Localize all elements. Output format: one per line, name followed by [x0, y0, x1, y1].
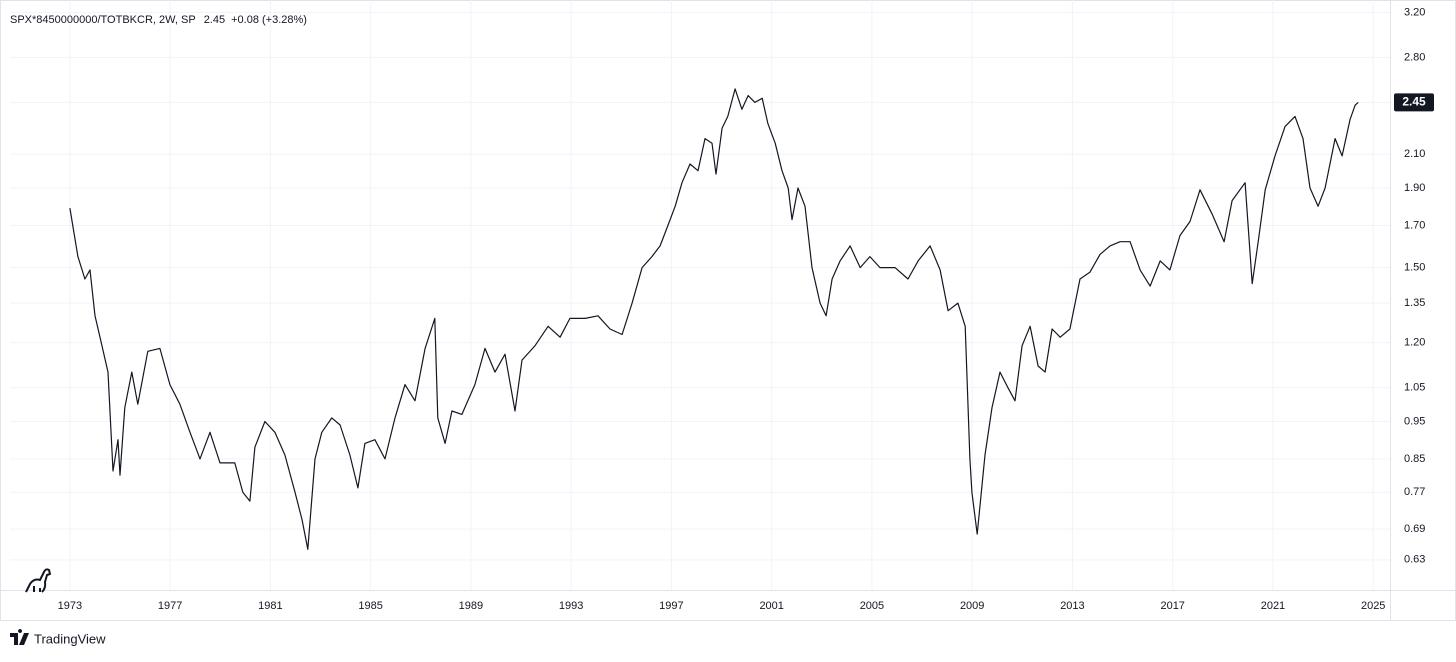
last-value: 2.45 — [204, 14, 225, 26]
x-tick-label: 1981 — [258, 600, 282, 612]
x-tick-label: 1977 — [158, 600, 182, 612]
legend: SPX*8450000000/TOTBKCR, 2W, SP 2.45 +0.08 … — [10, 14, 307, 26]
price-line — [69, 88, 1359, 550]
y-tick-label: 2.80 — [1404, 51, 1425, 63]
x-tick-label: 1989 — [459, 600, 483, 612]
x-tick-label: 2001 — [759, 600, 783, 612]
x-tick-label: 2021 — [1261, 600, 1285, 612]
x-tick-label: 2009 — [960, 600, 984, 612]
brand-mark — [10, 629, 29, 645]
x-tick-label: 2013 — [1060, 600, 1084, 612]
symbol: SPX*8450000000/TOTBKCR, 2W, SP — [10, 14, 196, 26]
grid — [10, 0, 1390, 590]
y-tick-label: 1.70 — [1404, 219, 1425, 231]
x-tick-label: 2025 — [1361, 600, 1385, 612]
x-tick-label: 1993 — [559, 600, 583, 612]
x-tick-label: 1985 — [358, 600, 382, 612]
y-tick-label: 0.95 — [1404, 415, 1425, 427]
brand-name: TradingView — [34, 631, 106, 646]
x-tick-label: 1997 — [659, 600, 683, 612]
y-tick-label: 3.20 — [1404, 6, 1425, 18]
x-tick-label: 2017 — [1160, 600, 1184, 612]
x-tick-label: 2005 — [860, 600, 884, 612]
y-tick-label: 1.20 — [1404, 337, 1425, 349]
logo-shape — [25, 568, 51, 593]
y-tick-label: 0.69 — [1404, 523, 1425, 535]
y-tick-label: 1.35 — [1404, 297, 1425, 309]
change: +0.08 (+3.28%) — [231, 14, 307, 26]
last-price-box — [1394, 93, 1434, 112]
plot — [69, 88, 1359, 550]
y-tick-label: 0.77 — [1404, 486, 1425, 498]
brand-logo — [10, 629, 29, 645]
x-tick-label: 1973 — [58, 600, 82, 612]
logo-icon — [25, 568, 51, 593]
labels: 3.20 2.80 2.45 2.10 1.90 1.70 1.50 1.35 1.20 1.05… — [58, 6, 1434, 612]
y-tick-label: 1.50 — [1404, 262, 1425, 274]
last-price-label: 2.45 — [1402, 95, 1426, 109]
frame — [0, 0, 1456, 621]
y-tick-label: 0.63 — [1404, 554, 1425, 566]
y-tick-label: 2.10 — [1404, 148, 1425, 160]
y-tick-label: 1.90 — [1404, 182, 1425, 194]
y-tick-label: 0.85 — [1404, 453, 1425, 465]
y-tick-label: 1.05 — [1404, 382, 1425, 394]
